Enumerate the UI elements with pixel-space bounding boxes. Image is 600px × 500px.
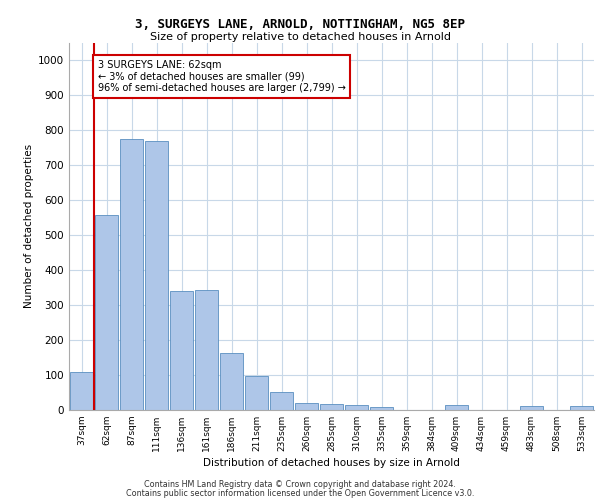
Bar	[194, 290, 218, 410]
Text: Contains HM Land Registry data © Crown copyright and database right 2024.: Contains HM Land Registry data © Crown c…	[144, 480, 456, 489]
Bar	[370, 406, 394, 410]
Bar	[70, 372, 94, 410]
Bar	[344, 406, 368, 410]
Bar	[145, 140, 169, 410]
Y-axis label: Number of detached properties: Number of detached properties	[24, 144, 34, 308]
Bar	[245, 376, 268, 410]
Text: Contains public sector information licensed under the Open Government Licence v3: Contains public sector information licen…	[126, 488, 474, 498]
Bar	[569, 406, 593, 410]
Bar	[320, 404, 343, 410]
Bar	[95, 215, 118, 410]
Text: 3 SURGEYS LANE: 62sqm
← 3% of detached houses are smaller (99)
96% of semi-detac: 3 SURGEYS LANE: 62sqm ← 3% of detached h…	[98, 60, 346, 93]
Bar	[170, 291, 193, 410]
Text: Size of property relative to detached houses in Arnold: Size of property relative to detached ho…	[149, 32, 451, 42]
Text: 3, SURGEYS LANE, ARNOLD, NOTTINGHAM, NG5 8EP: 3, SURGEYS LANE, ARNOLD, NOTTINGHAM, NG5…	[135, 18, 465, 30]
Bar	[295, 403, 319, 410]
Bar	[445, 406, 469, 410]
Bar	[269, 392, 293, 410]
X-axis label: Distribution of detached houses by size in Arnold: Distribution of detached houses by size …	[203, 458, 460, 468]
Bar	[220, 353, 244, 410]
Bar	[119, 138, 143, 410]
Bar	[520, 406, 544, 410]
